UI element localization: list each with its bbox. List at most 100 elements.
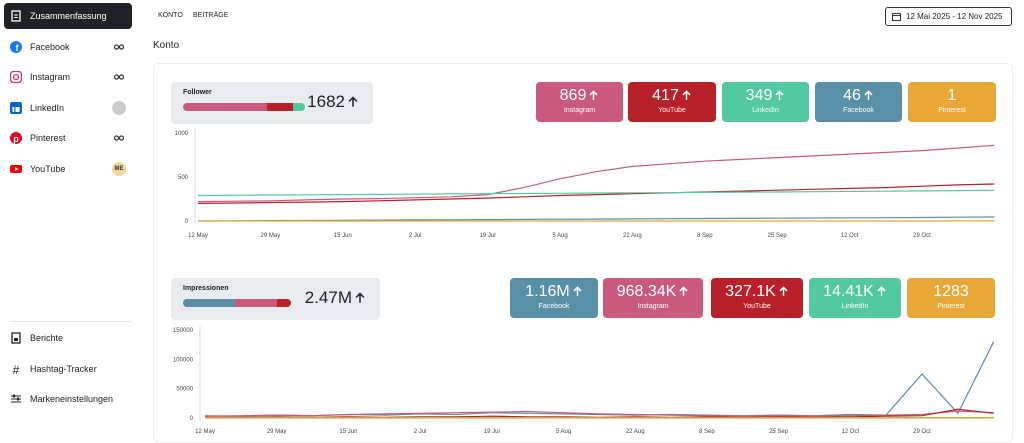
x-tick-label: 25 Sep bbox=[768, 233, 788, 239]
mini-bar bbox=[183, 103, 305, 111]
arrow-icon bbox=[876, 286, 887, 297]
arrow-icon bbox=[588, 90, 599, 101]
charts: 0 500 1000 12 May 29 May 15 Jun 2 Jul 19 Jul 5 A… bbox=[0, 0, 1024, 434]
line-series bbox=[205, 342, 994, 417]
summary-total: 1682 bbox=[307, 92, 345, 112]
stat-card[interactable]: 968.34K Instagram bbox=[603, 278, 703, 318]
x-tick-label: 29 May bbox=[267, 429, 287, 434]
y-tick-label: 0 bbox=[190, 416, 194, 422]
stat-value-wrap: 1.16M bbox=[510, 283, 598, 301]
summary-label: Follower bbox=[183, 89, 212, 96]
line-series bbox=[205, 411, 994, 416]
stat-name: Facebook bbox=[510, 303, 598, 310]
x-tick-label: 12 Oct bbox=[841, 233, 859, 239]
stat-value: 968.34K bbox=[617, 283, 677, 300]
stat-value-wrap: 869 bbox=[536, 87, 623, 105]
x-tick-label: 8 Sep bbox=[697, 233, 713, 239]
summary-total-wrap: 1682 bbox=[307, 92, 359, 112]
arrow-icon bbox=[572, 286, 583, 297]
summary-label: Impressionen bbox=[183, 285, 229, 292]
y-tick-label: 500 bbox=[178, 175, 189, 181]
summary-box: Follower 1682 bbox=[171, 82, 373, 124]
x-tick-label: 22 Aug bbox=[623, 233, 642, 239]
arrow-icon bbox=[863, 90, 874, 101]
x-tick-label: 25 Sep bbox=[769, 429, 789, 434]
y-tick-label: 100000 bbox=[173, 357, 194, 363]
y-tick-label: 0 bbox=[185, 219, 189, 225]
mini-bar bbox=[183, 299, 291, 307]
stat-value: 327.1K bbox=[725, 283, 776, 300]
mini-bar-segment bbox=[183, 103, 267, 111]
x-tick-label: 22 Aug bbox=[626, 429, 645, 434]
stat-card[interactable]: 1.16M Facebook bbox=[510, 278, 598, 318]
stat-card[interactable]: 1283 Pinterest bbox=[907, 278, 995, 318]
arrow-icon bbox=[774, 90, 785, 101]
x-tick-label: 8 Sep bbox=[699, 429, 715, 434]
stat-value: 46 bbox=[843, 87, 861, 104]
arrow-icon bbox=[354, 292, 366, 304]
mini-bar-segment bbox=[183, 299, 235, 307]
stat-name: Instagram bbox=[536, 107, 623, 114]
stat-card[interactable]: 869 Instagram bbox=[536, 82, 623, 122]
y-tick-label: 150000 bbox=[173, 328, 194, 334]
stat-card[interactable]: 14.41K LinkedIn bbox=[809, 278, 901, 318]
mini-bar-segment bbox=[267, 103, 293, 111]
x-tick-label: 15 Jun bbox=[339, 429, 357, 434]
x-tick-label: 19 Jul bbox=[484, 429, 500, 434]
stat-card[interactable]: 327.1K YouTube bbox=[711, 278, 803, 318]
x-tick-label: 12 May bbox=[188, 233, 208, 239]
y-tick-label: 1000 bbox=[175, 131, 189, 137]
stat-value-wrap: 349 bbox=[722, 87, 809, 105]
stat-value-wrap: 417 bbox=[628, 87, 716, 105]
stat-name: Instagram bbox=[603, 303, 703, 310]
stat-value: 1.16M bbox=[525, 283, 569, 300]
x-tick-label: 15 Jun bbox=[334, 233, 352, 239]
stat-card[interactable]: 417 YouTube bbox=[628, 82, 716, 122]
arrow-icon bbox=[681, 90, 692, 101]
stat-value-wrap: 46 bbox=[815, 87, 902, 105]
x-tick-label: 5 Aug bbox=[552, 233, 567, 239]
arrow-icon bbox=[778, 286, 789, 297]
x-tick-label: 19 Jul bbox=[480, 233, 496, 239]
stat-value: 14.41K bbox=[823, 283, 874, 300]
stat-value-wrap: 14.41K bbox=[809, 283, 901, 301]
x-tick-label: 29 Oct bbox=[913, 233, 931, 239]
stat-name: LinkedIn bbox=[722, 107, 809, 114]
stat-value-wrap: 968.34K bbox=[603, 283, 703, 301]
mini-bar-segment bbox=[235, 299, 277, 307]
x-tick-label: 12 Oct bbox=[841, 429, 859, 434]
stat-name: Facebook bbox=[815, 107, 902, 114]
arrow-icon bbox=[347, 96, 359, 108]
y-tick-label: 50000 bbox=[176, 387, 193, 393]
x-tick-label: 2 Jul bbox=[414, 429, 427, 434]
x-tick-label: 29 May bbox=[261, 233, 281, 239]
stat-value-wrap: 327.1K bbox=[711, 283, 803, 301]
stat-value: 1 bbox=[948, 87, 957, 104]
stat-name: YouTube bbox=[628, 107, 716, 114]
summary-total-wrap: 2.47M bbox=[305, 288, 366, 308]
arrow-icon bbox=[678, 286, 689, 297]
stat-value: 349 bbox=[746, 87, 773, 104]
stat-card[interactable]: 46 Facebook bbox=[815, 82, 902, 122]
mini-bar-segment bbox=[293, 103, 305, 111]
x-tick-label: 29 Oct bbox=[913, 429, 931, 434]
stat-value-wrap: 1 bbox=[908, 87, 996, 105]
stat-value-wrap: 1283 bbox=[907, 283, 995, 301]
line-series bbox=[198, 184, 994, 203]
summary-total: 2.47M bbox=[305, 288, 352, 308]
stat-name: LinkedIn bbox=[809, 303, 901, 310]
stat-value: 417 bbox=[652, 87, 679, 104]
stat-name: Pinterest bbox=[907, 303, 995, 310]
stat-name: YouTube bbox=[711, 303, 803, 310]
stat-value: 1283 bbox=[933, 283, 969, 300]
x-tick-label: 12 May bbox=[195, 429, 215, 434]
x-tick-label: 2 Jul bbox=[409, 233, 422, 239]
stat-value: 869 bbox=[560, 87, 587, 104]
stat-card[interactable]: 1 Pinterest bbox=[908, 82, 996, 122]
x-tick-label: 5 Aug bbox=[556, 429, 571, 434]
summary-box: Impressionen 2.47M bbox=[171, 278, 380, 320]
stat-card[interactable]: 349 LinkedIn bbox=[722, 82, 809, 122]
mini-bar-segment bbox=[277, 299, 291, 307]
stat-name: Pinterest bbox=[908, 107, 996, 114]
